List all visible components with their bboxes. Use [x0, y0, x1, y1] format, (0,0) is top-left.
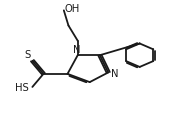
Text: N: N [111, 69, 119, 79]
Text: HS: HS [15, 83, 28, 93]
Text: OH: OH [65, 4, 80, 14]
Text: N: N [73, 45, 80, 55]
Text: S: S [24, 50, 31, 60]
